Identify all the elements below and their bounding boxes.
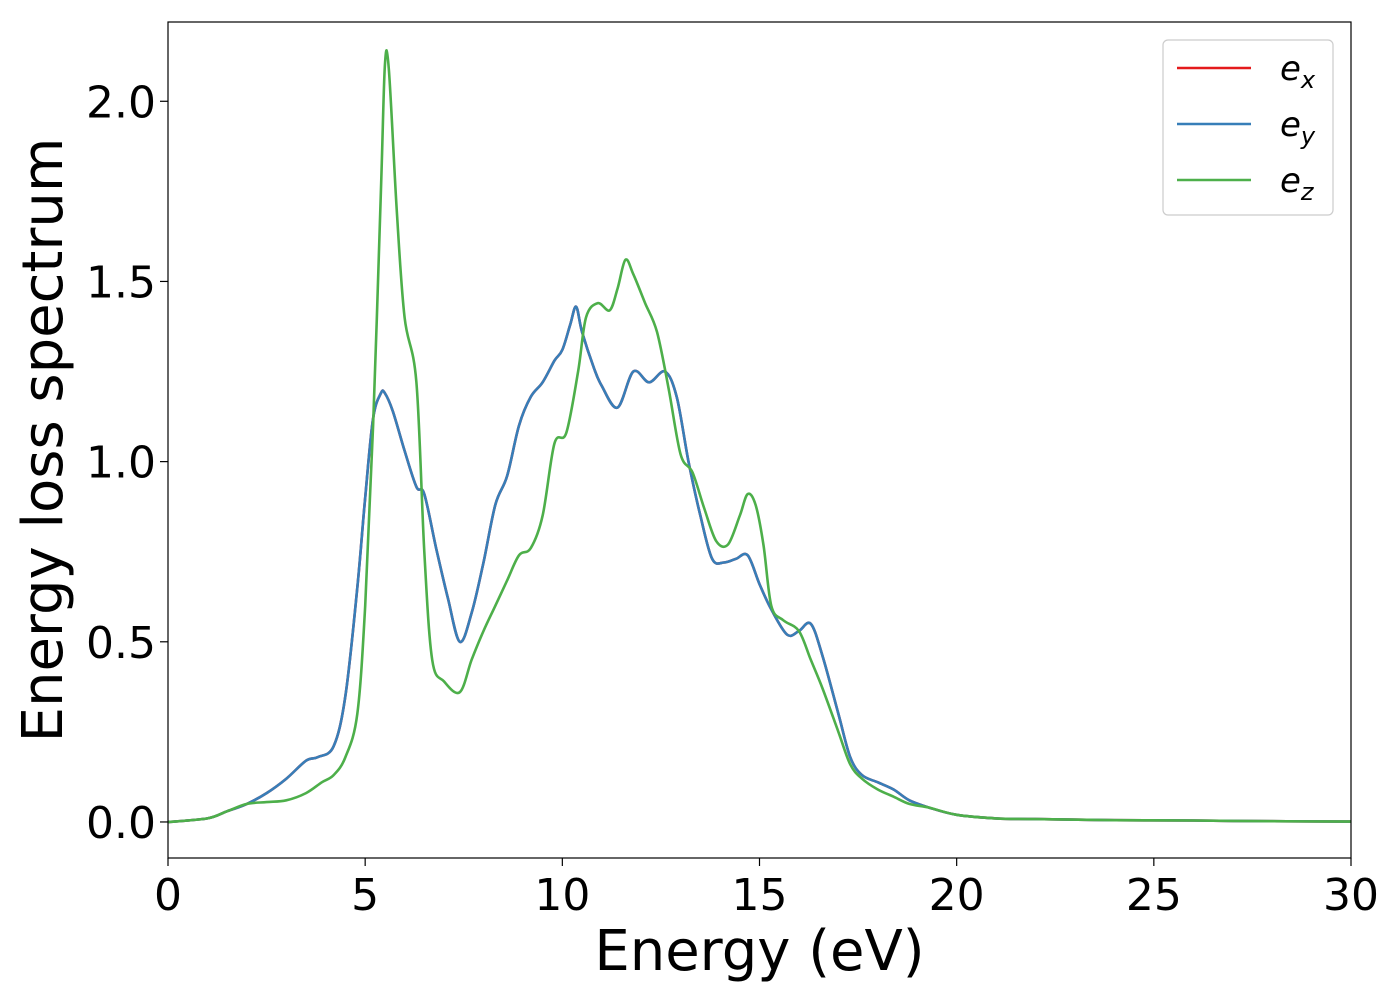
legend-label: ez <box>1280 161 1315 206</box>
legend-label: ex <box>1280 49 1316 94</box>
y-tick-label: 1.5 <box>86 257 156 308</box>
y-axis-ticks: 0.0 0.5 1.0 1.5 2.0 <box>86 77 168 849</box>
y-tick-label: 1.0 <box>86 438 156 489</box>
x-tick-label: 5 <box>351 870 379 921</box>
series-line-e-y <box>167 305 1352 824</box>
legend: ex ey ez <box>1162 39 1334 216</box>
y-tick-label: 0.5 <box>86 618 156 669</box>
x-tick-label: 30 <box>1323 870 1379 921</box>
x-tick-label: 15 <box>732 870 788 921</box>
legend-box <box>1162 39 1334 216</box>
x-tick-label: 10 <box>534 870 590 921</box>
x-tick-label: 25 <box>1126 870 1182 921</box>
series-line-e-z <box>167 49 1352 824</box>
x-tick-label: 20 <box>929 870 985 921</box>
x-axis-ticks: 0 5 10 15 20 25 30 <box>154 858 1379 921</box>
plot-background <box>168 22 1351 858</box>
y-tick-label: 0.0 <box>86 798 156 849</box>
x-axis-title: Energy (eV) <box>594 919 924 984</box>
y-axis-title: Energy loss spectrum <box>11 138 76 743</box>
legend-label: ey <box>1280 105 1316 150</box>
series-layer <box>167 49 1352 824</box>
x-tick-label: 0 <box>154 870 182 921</box>
y-tick-label: 2.0 <box>86 77 156 128</box>
